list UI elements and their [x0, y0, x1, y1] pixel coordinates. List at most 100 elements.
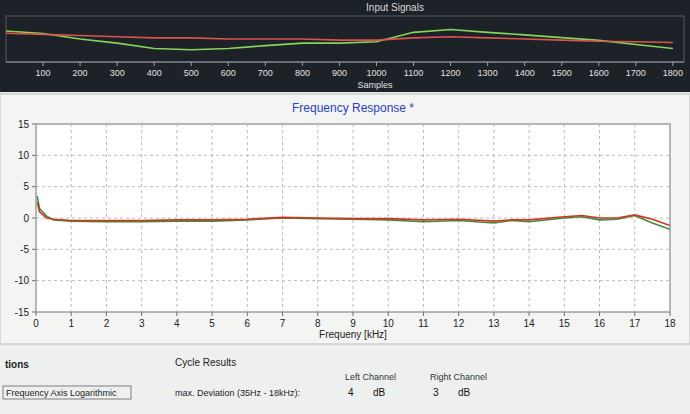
grid-line: [36, 155, 670, 156]
x-axis-title: Samples: [357, 80, 393, 90]
x-tick: [598, 62, 599, 66]
top-panel-bg: [0, 0, 690, 92]
x-tick: [71, 312, 72, 316]
x-tick: [191, 62, 192, 66]
channel-value: 4: [348, 387, 354, 398]
x-tick-label: 1400: [515, 68, 535, 78]
x-tick-label: 1100: [404, 68, 423, 78]
x-tick: [672, 62, 673, 66]
y-tick: [32, 186, 36, 187]
y-tick: [32, 312, 36, 313]
x-tick-label: 16: [594, 318, 606, 329]
x-tick-label: 100: [36, 68, 51, 78]
x-tick: [599, 312, 600, 316]
x-tick: [670, 312, 671, 316]
series-line: [6, 30, 673, 50]
x-tick-label: 1600: [589, 68, 609, 78]
y-tick: [32, 155, 36, 156]
x-tick: [247, 312, 248, 316]
x-tick: [106, 312, 107, 316]
x-axis-line: [6, 62, 684, 63]
x-tick-label: 5: [209, 318, 215, 329]
x-tick-label: 700: [258, 68, 273, 78]
x-tick-label: 18: [664, 318, 676, 329]
x-tick: [450, 62, 451, 66]
x-tick: [423, 312, 424, 316]
grid-line: [36, 280, 670, 281]
x-tick: [154, 62, 155, 66]
x-tick-label: 300: [110, 68, 125, 78]
series-line: [37, 202, 670, 225]
x-tick-label: 15: [559, 318, 571, 329]
y-tick-label: 5: [23, 181, 29, 192]
plot-area: [37, 196, 670, 229]
chart-panel-bg: [0, 94, 690, 344]
x-tick-label: 1500: [552, 68, 572, 78]
y-tick-label: -10: [15, 275, 30, 286]
x-tick-label: 900: [332, 68, 347, 78]
y-tick-label: -5: [20, 244, 29, 255]
x-tick: [635, 62, 636, 66]
x-tick-label: 800: [295, 68, 310, 78]
y-tick-label: -15: [15, 307, 30, 318]
y-tick-label: 0: [23, 213, 29, 224]
grid-line: [36, 186, 670, 187]
x-tick: [487, 62, 488, 66]
chart-title: Input Signals: [366, 2, 424, 13]
results-panel-bg: [0, 346, 690, 414]
y-tick: [32, 218, 36, 219]
x-tick-label: 1200: [441, 68, 461, 78]
x-tick: [212, 312, 213, 316]
grid-line: [71, 124, 72, 312]
options-title: tions: [5, 359, 29, 370]
plot-area: [6, 30, 673, 50]
x-tick-label: 0: [33, 318, 39, 329]
x-tick: [317, 312, 318, 316]
x-axis-title: Frequeny [kHz]: [319, 329, 387, 340]
x-tick-label: 4: [174, 318, 180, 329]
grid-line: [106, 124, 107, 312]
x-tick: [265, 62, 266, 66]
x-tick-label: 600: [221, 68, 236, 78]
x-tick: [80, 62, 81, 66]
series-line: [37, 196, 670, 229]
x-tick: [561, 62, 562, 66]
deviation-label: max. Deviation (35Hz - 18kHz):: [175, 388, 300, 398]
y-tick-label: 15: [18, 119, 30, 130]
grid-line: [36, 124, 670, 125]
x-tick: [282, 312, 283, 316]
x-tick: [493, 312, 494, 316]
x-tick-label: 1700: [626, 68, 646, 78]
x-tick-label: 6: [245, 318, 251, 329]
x-tick-label: 2: [104, 318, 110, 329]
y-tick: [32, 124, 36, 125]
channel-unit: dB: [373, 387, 386, 398]
channel-value: 3: [433, 387, 439, 398]
option-label: Frequency Axis Logarithmic: [6, 388, 117, 398]
x-tick: [413, 62, 414, 66]
x-tick-label: 200: [73, 68, 88, 78]
x-tick: [458, 312, 459, 316]
x-tick: [388, 312, 389, 316]
grid-line: [36, 249, 670, 250]
x-tick-label: 9: [350, 318, 356, 329]
x-tick-label: 1000: [366, 68, 386, 78]
x-tick: [302, 62, 303, 66]
x-tick-label: 7: [280, 318, 286, 329]
x-tick: [141, 312, 142, 316]
x-tick: [43, 62, 44, 66]
x-tick-label: 500: [184, 68, 199, 78]
option-box: [3, 386, 131, 399]
y-tick-label: 10: [18, 150, 30, 161]
x-tick: [353, 312, 354, 316]
channel-label: Right Channel: [430, 372, 487, 382]
channel-unit: dB: [458, 387, 471, 398]
x-tick-label: 11: [418, 318, 429, 329]
x-tick: [176, 312, 177, 316]
plot-frame: [36, 124, 670, 312]
x-tick-label: 1: [68, 318, 74, 329]
x-tick: [529, 312, 530, 316]
chart-title: Frequency Response *: [292, 101, 414, 115]
channel-label: Left Channel: [345, 372, 396, 382]
x-tick-label: 10: [383, 318, 395, 329]
